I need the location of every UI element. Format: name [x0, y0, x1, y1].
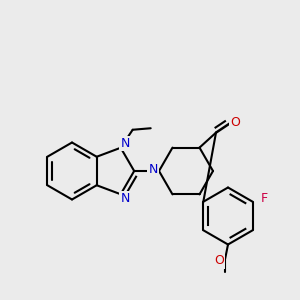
Text: O: O	[214, 254, 224, 268]
Text: N: N	[148, 163, 158, 176]
Text: O: O	[231, 116, 240, 129]
Text: F: F	[261, 192, 268, 205]
Text: N: N	[121, 192, 130, 205]
Text: N: N	[121, 137, 130, 150]
